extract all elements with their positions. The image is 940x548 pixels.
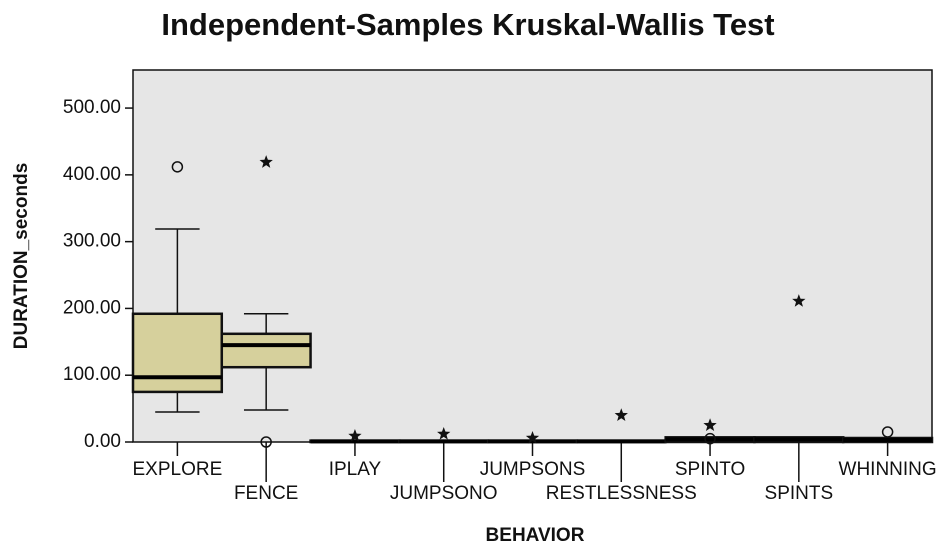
outlier [704,432,716,445]
y-tick-label: 500.00 [63,97,121,118]
x-tick-label: FENCE [234,483,298,504]
outlier [881,426,894,438]
extreme [703,418,717,431]
extreme [525,430,540,444]
chart-title: Independent-Samples Kruskal-Wallis Test [161,7,774,42]
y-tick-label: 300.00 [63,231,121,252]
extreme [614,408,628,421]
x-tick-label: SPINTO [675,459,745,480]
plot-area [132,69,933,443]
box [220,332,312,369]
x-tick-label: EXPLORE [133,459,223,480]
y-tick-label: 100.00 [63,364,121,385]
y-tick-label: 0.00 [84,431,121,452]
x-tick-label: JUMPSONS [480,459,586,480]
outlier [171,161,184,173]
extreme [792,294,806,307]
x-tick-label: RESTLESSNESS [546,483,697,504]
x-tick-label: WHINNING [839,459,937,480]
x-axis-title: BEHAVIOR [486,525,585,546]
y-tick-label: 400.00 [63,164,121,185]
x-tick-label: IPLAY [329,459,382,480]
x-tick-label: SPINTS [765,483,834,504]
extreme [348,428,362,442]
y-axis-title: DURATION_seconds [11,163,32,350]
y-tick-label: 200.00 [63,297,121,318]
x-tick-label: JUMPSONO [390,483,498,504]
box [131,312,224,394]
outlier [260,436,272,448]
extreme [437,426,451,440]
extreme [259,155,273,168]
